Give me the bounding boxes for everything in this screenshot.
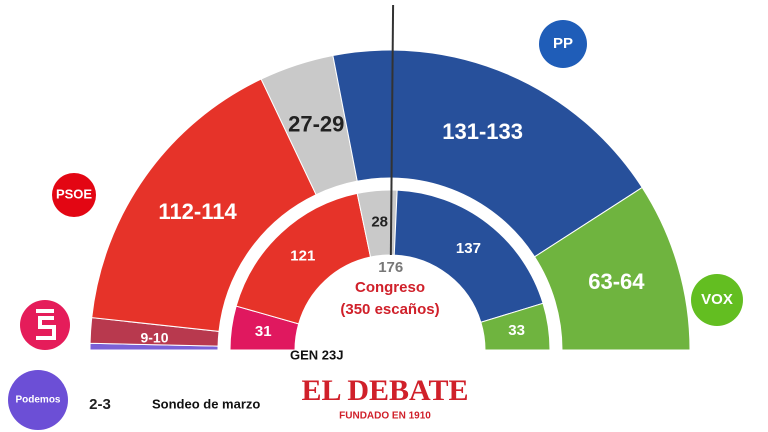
outer-value-label: 2-3 xyxy=(89,396,111,413)
outer-value-label: 131-133 xyxy=(442,119,523,144)
sumar-logo-s xyxy=(36,316,56,340)
inner-value-label: 121 xyxy=(290,247,315,264)
center-subtitle: (350 escaños) xyxy=(340,301,439,318)
outer-value-label: 9-10 xyxy=(140,329,168,345)
outer-segment xyxy=(332,49,643,258)
majority-line xyxy=(389,5,395,256)
sumar-logo-bar xyxy=(36,309,54,313)
outer-value-label: 27-29 xyxy=(288,112,344,137)
outer-value-label: 63-64 xyxy=(588,269,645,294)
party-logo xyxy=(539,20,587,68)
inner-value-label: 33 xyxy=(508,322,525,339)
party-logo-text: PP xyxy=(553,35,573,52)
outer-value-label: 112-114 xyxy=(158,199,237,224)
center-title: Congreso xyxy=(355,279,425,296)
inner-value-label: 28 xyxy=(371,213,388,230)
party-logo xyxy=(691,274,743,326)
brand: EL DEBATE xyxy=(301,374,468,407)
party-logo xyxy=(8,370,68,430)
sumar-logo xyxy=(20,300,70,350)
outer-ring-label: Sondeo de marzo xyxy=(152,396,260,411)
party-logo-text: VOX xyxy=(701,291,733,308)
inner-value-label: 137 xyxy=(456,240,481,257)
party-logo xyxy=(52,173,96,217)
outer-segment xyxy=(91,78,317,332)
inner-value-label: 31 xyxy=(255,323,272,340)
inner-segment xyxy=(480,302,551,351)
party-logo-text: Podemos xyxy=(15,395,60,406)
majority-label: 176 xyxy=(378,259,403,276)
inner-ring-label: GEN 23J xyxy=(290,347,343,362)
brand-tagline: FUNDADO EN 1910 xyxy=(339,411,431,422)
outer-segment xyxy=(533,186,691,351)
party-logo-text: PSOE xyxy=(56,186,92,201)
